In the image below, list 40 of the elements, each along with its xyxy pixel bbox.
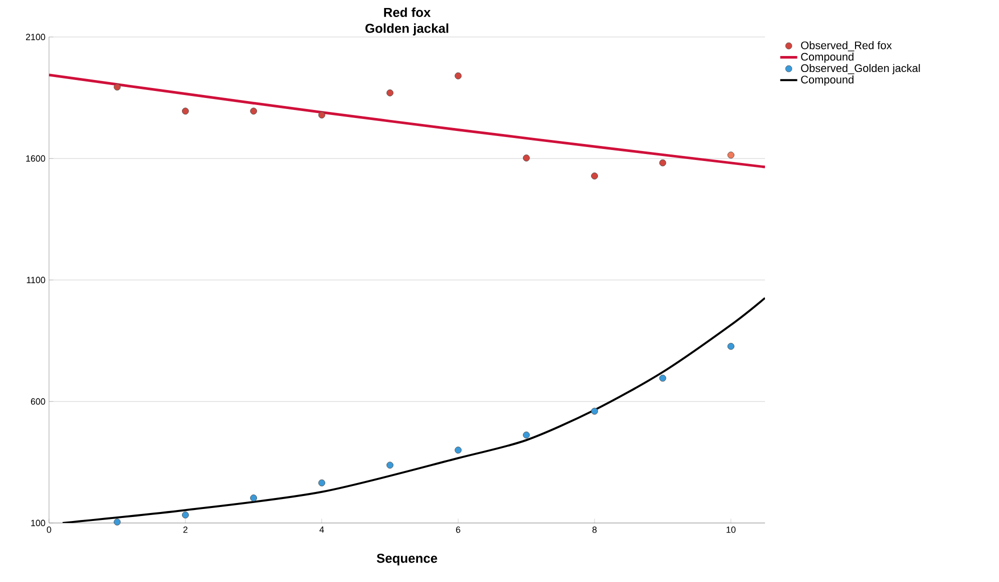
point [386, 462, 394, 469]
point [182, 108, 189, 115]
y-tick-label: 1100 [26, 276, 46, 284]
legend-label: Observed_Red fox [801, 41, 892, 52]
point [318, 112, 326, 118]
point [182, 512, 189, 518]
legend-label: Compound [801, 75, 854, 86]
point [386, 89, 394, 96]
legend-label: Observed_Golden jackal [801, 64, 920, 74]
y-tick-label: 600 [30, 398, 46, 405]
x-tick-label: 6 [456, 526, 460, 533]
point [454, 72, 462, 80]
point [727, 152, 734, 159]
line-series [62, 296, 766, 523]
chart-subtitle: Golden jackal [365, 23, 448, 36]
chart-title: Red fox [384, 7, 431, 17]
x-axis-title: Sequence [376, 554, 438, 566]
point [522, 432, 530, 438]
x-tick-label: 8 [592, 526, 597, 533]
point [250, 108, 258, 115]
x-tick-label: 4 [319, 526, 324, 533]
point [454, 446, 462, 454]
y-tick-label: 1600 [26, 155, 46, 162]
point [659, 374, 666, 382]
point [591, 172, 598, 180]
x-tick-label: 2 [183, 526, 188, 533]
point [318, 479, 326, 486]
x-tick-label: 0 [46, 526, 52, 533]
point [659, 159, 666, 166]
point [727, 342, 734, 350]
y-tick-label: 2100 [26, 34, 46, 40]
line-series [49, 74, 766, 168]
point [114, 84, 121, 90]
point [522, 154, 530, 162]
legend-label: Compound [801, 52, 854, 63]
y-tick-label: 100 [31, 520, 46, 526]
point [591, 408, 598, 415]
point [114, 518, 121, 526]
point [250, 494, 258, 502]
x-tick-label: 10 [726, 526, 736, 533]
